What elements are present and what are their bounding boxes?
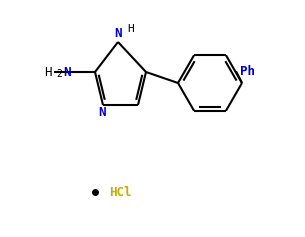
Text: H: H (127, 24, 134, 34)
Text: Ph: Ph (240, 65, 255, 78)
Text: 2: 2 (56, 69, 62, 79)
Text: N: N (114, 27, 122, 40)
Text: H: H (45, 65, 52, 78)
Text: N: N (98, 106, 106, 119)
Text: HCl: HCl (109, 187, 131, 200)
Text: N: N (63, 65, 70, 78)
